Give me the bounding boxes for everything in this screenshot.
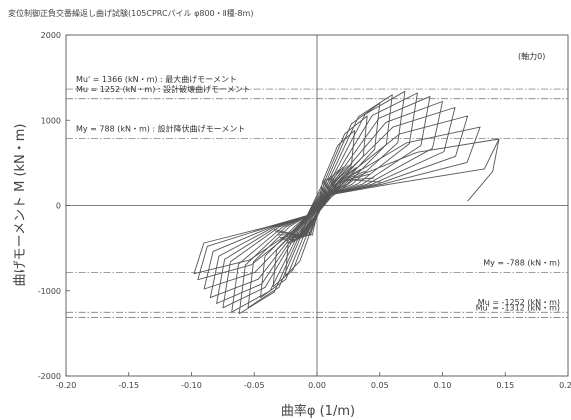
x-tick-label: 0.05 bbox=[371, 381, 389, 390]
x-axis-label: 曲率φ (1/m) bbox=[281, 403, 355, 419]
reference-label: My = 788 (kN・m) : 設計降伏曲げモーメント bbox=[76, 123, 245, 133]
x-tick-label: -0.10 bbox=[181, 381, 202, 390]
x-tick-label: 0.20 bbox=[559, 381, 571, 390]
hysteresis-loop bbox=[193, 138, 500, 275]
x-tick-label: 0.10 bbox=[434, 381, 452, 390]
y-axis-label: 曲げモーメント M (kN・m) bbox=[13, 123, 28, 286]
reference-label: Mu = 1252 (kN・m) : 設計破壊曲げモーメント bbox=[76, 84, 251, 94]
reference-label: Mu' = 1366 (kN・m) : 最大曲げモーメント bbox=[76, 74, 237, 84]
chart-title: 変位制御正負交番繰返し曲げ試験(105CPRCパイル φ800・Ⅱ種-8m) bbox=[8, 8, 253, 18]
reference-label: Mu = -1252 (kN・m) bbox=[478, 298, 560, 307]
hysteresis-loop bbox=[209, 107, 456, 299]
y-tick-label: -2000 bbox=[38, 372, 61, 381]
x-tick-label: -0.15 bbox=[118, 381, 139, 390]
x-tick-label: -0.20 bbox=[56, 381, 77, 390]
x-tick-label: 0.00 bbox=[308, 381, 326, 390]
hysteresis-loop bbox=[203, 115, 469, 290]
reference-label: Mu' = -1312 (kN・m) bbox=[476, 303, 560, 312]
hysteresis-loop bbox=[197, 126, 481, 281]
y-tick-label: 1000 bbox=[41, 116, 61, 125]
reference-label: My = -788 (kN・m) bbox=[483, 259, 560, 268]
y-tick-label: 0 bbox=[56, 202, 61, 211]
y-tick-label: -1000 bbox=[38, 287, 61, 296]
plot-area: -0.20 -0.15 -0.10 -0.05 0.00 0.05 0.10 0.15 0.20… bbox=[38, 31, 571, 390]
axial-force-note: (軸力0) bbox=[518, 51, 545, 61]
hysteresis-tail bbox=[467, 138, 500, 202]
x-tick-label: 0.15 bbox=[496, 381, 514, 390]
x-tick-label: -0.05 bbox=[244, 381, 265, 390]
y-tick-label: 2000 bbox=[41, 31, 61, 40]
